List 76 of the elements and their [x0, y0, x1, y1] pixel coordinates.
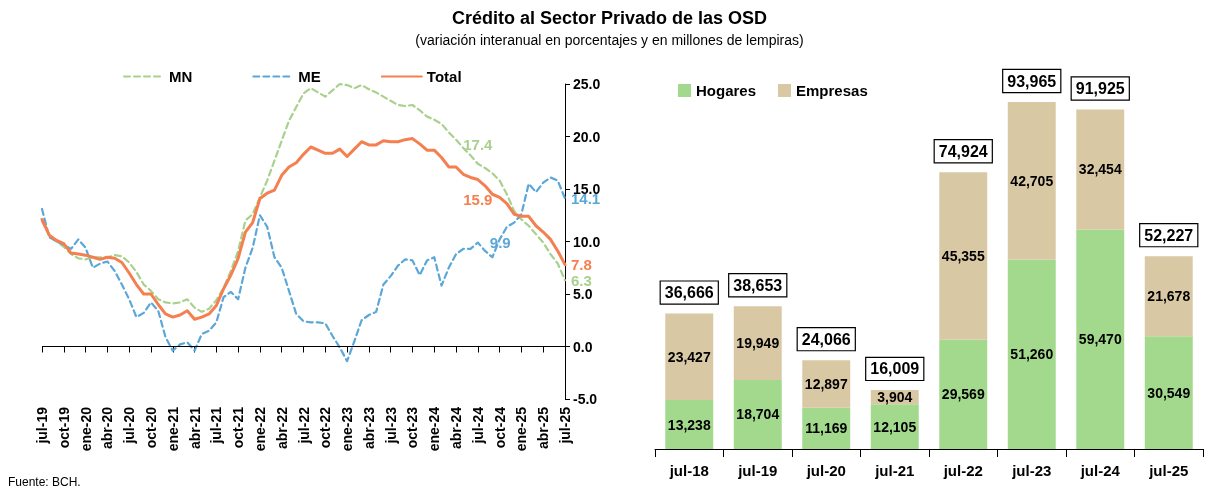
legend-label: ME: [298, 68, 321, 85]
legend-label: Empresas: [796, 82, 868, 99]
source-note: Fuente: BCH.: [8, 475, 81, 489]
x-tick-label: jul-21: [208, 406, 225, 445]
x-tick-label: oct-24: [491, 406, 508, 449]
x-tick-label: oct-20: [142, 406, 159, 449]
legend-label: Hogares: [696, 82, 757, 99]
x-tick-label: jul-25: [557, 406, 573, 445]
total-label: 24,066: [801, 330, 851, 348]
total-label: 91,925: [1075, 80, 1125, 98]
x-tick-label: abr-23: [360, 406, 377, 450]
x-tick-label: ene-20: [77, 406, 94, 452]
x-tick-label: jul-20: [121, 406, 138, 445]
data-label: 12,897: [804, 375, 848, 392]
x-tick-label: jul-19: [737, 462, 778, 479]
y-tick-label: 25.0: [573, 76, 601, 92]
x-tick-label: jul-19: [34, 406, 50, 445]
legend-label: Total: [426, 68, 462, 85]
data-label: 51,260: [1010, 346, 1054, 363]
data-label: 42,705: [1010, 172, 1054, 189]
data-label: 30,549: [1147, 384, 1191, 401]
x-tick-label: jul-22: [295, 406, 312, 445]
y-tick-label: 0.0: [573, 338, 593, 355]
x-tick-label: ene-21: [164, 406, 181, 452]
x-tick-label: jul-22: [942, 462, 983, 479]
total-label: 38,653: [733, 276, 783, 294]
x-tick-label: ene-22: [251, 406, 268, 452]
x-tick-label: oct-21: [230, 406, 247, 449]
total-label: 36,666: [664, 284, 714, 302]
x-tick-label: oct-23: [404, 406, 421, 449]
y-tick-label: 5.0: [573, 286, 593, 302]
x-tick-label: jul-24: [1079, 462, 1121, 479]
x-tick-label: ene-25: [513, 406, 530, 452]
total-label: 93,965: [1007, 72, 1057, 90]
y-tick-label: 10.0: [573, 233, 601, 250]
data-label: 59,470: [1078, 331, 1122, 348]
data-label: 12,105: [873, 418, 917, 435]
x-tick-label: ene-24: [426, 406, 443, 452]
x-tick-label: jul-23: [382, 406, 399, 445]
data-label: 15.9: [463, 190, 493, 208]
x-tick-label: abr-21: [186, 406, 203, 450]
x-tick-label: jul-20: [805, 462, 846, 479]
x-tick-label: jul-23: [1011, 462, 1052, 479]
x-tick-label: jul-25: [1148, 462, 1189, 479]
data-label: 9.9: [489, 234, 511, 252]
text: Crédito al Sector Privado de las OSD: [450, 8, 769, 29]
x-tick-label: jul-18: [668, 462, 709, 479]
text: (variación interanual en porcentajes y en millones de lempiras): [414, 32, 805, 48]
data-label: 23,427: [667, 348, 711, 365]
data-label: 19,949: [736, 335, 780, 352]
legend-label: MN: [169, 68, 193, 85]
x-tick-label: ene-23: [339, 406, 356, 452]
y-tick-label: 20.0: [573, 128, 601, 145]
y-tick-label: -5.0: [573, 391, 598, 407]
data-label: 18,704: [736, 406, 780, 423]
total-label: 52,227: [1144, 226, 1194, 244]
x-tick-label: jul-21: [874, 462, 915, 479]
data-label: 45,355: [941, 248, 985, 265]
data-label: 7.8: [571, 256, 592, 274]
data-label: 13,238: [667, 416, 711, 433]
x-tick-label: oct-22: [317, 406, 334, 449]
x-tick-label: abr-25: [535, 406, 552, 450]
data-label: 17.4: [463, 135, 494, 153]
x-tick-label: abr-22: [273, 406, 290, 450]
data-label: 32,454: [1078, 161, 1122, 178]
x-tick-label: abr-24: [448, 406, 465, 450]
x-tick-label: oct-19: [55, 406, 72, 449]
x-tick-label: jul-24: [469, 406, 486, 445]
data-label: 29,569: [941, 386, 985, 403]
data-label: 3,904: [877, 389, 913, 406]
data-label: 6.3: [571, 271, 592, 289]
data-label: 11,169: [805, 420, 848, 437]
total-label: 16,009: [870, 360, 920, 378]
total-label: 74,924: [938, 142, 988, 160]
x-tick-label: abr-20: [99, 406, 116, 450]
data-label: 21,678: [1147, 288, 1191, 305]
